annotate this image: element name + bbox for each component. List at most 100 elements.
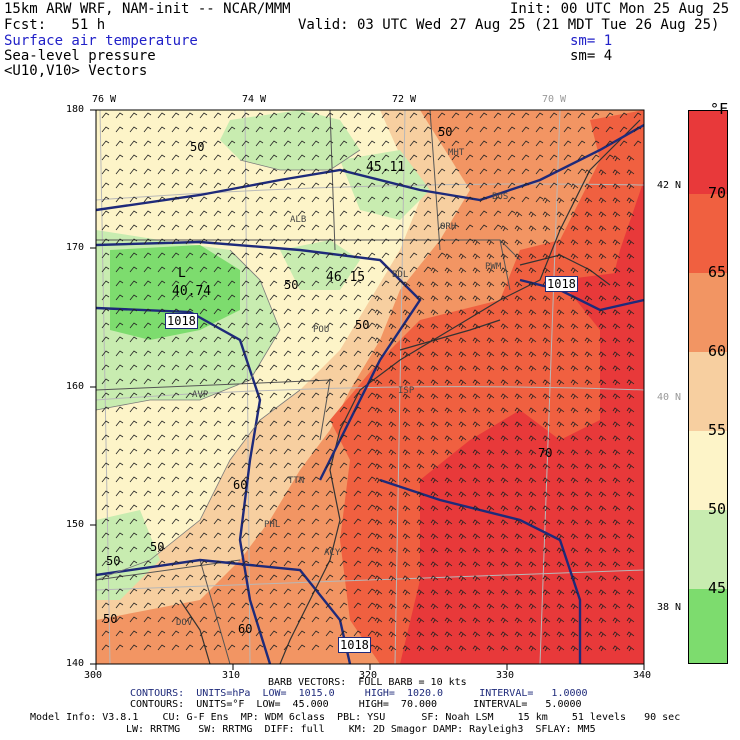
wind-barb <box>367 602 376 609</box>
wind-barb <box>542 267 551 274</box>
low-marker: L <box>178 266 186 281</box>
wind-barb <box>374 603 383 610</box>
wind-barb <box>472 323 481 330</box>
wind-barb <box>549 126 558 133</box>
wind-barb <box>227 644 236 651</box>
wind-barb <box>227 224 236 231</box>
wind-barb <box>115 532 124 539</box>
wind-barb <box>241 308 250 315</box>
wind-barb <box>325 490 334 497</box>
wind-barb <box>241 392 250 399</box>
wind-barb <box>311 644 320 651</box>
wind-barb <box>199 210 208 217</box>
wind-barb <box>367 574 376 581</box>
wind-barb <box>444 281 453 288</box>
wind-barb <box>430 617 439 624</box>
wind-barb <box>374 477 383 484</box>
wind-barb <box>472 337 481 344</box>
wind-barb <box>367 112 376 119</box>
wind-barb <box>465 238 474 245</box>
wind-barb <box>143 224 152 231</box>
wind-barb <box>514 309 523 316</box>
wind-barb <box>213 280 222 287</box>
wind-barb <box>283 364 292 371</box>
wind-barb <box>479 210 488 217</box>
wind-barb <box>199 518 208 525</box>
wind-barb <box>213 504 222 511</box>
wind-barb <box>374 589 383 596</box>
wind-barb <box>388 589 397 596</box>
wind-barb <box>514 519 523 526</box>
wind-barb <box>157 476 166 483</box>
wind-barb <box>311 322 320 329</box>
wind-barb <box>388 519 397 526</box>
wind-barb <box>556 365 565 372</box>
wind-barb <box>367 392 376 399</box>
wind-barb <box>598 351 607 358</box>
wind-barb <box>241 476 250 483</box>
wind-barb <box>542 519 551 526</box>
station-acy: ACY <box>324 548 341 558</box>
wind-barb <box>570 533 579 540</box>
wind-barb <box>297 434 306 441</box>
temp-contour-label: 70 <box>538 446 553 460</box>
wind-barb <box>528 561 537 568</box>
wind-barb <box>472 407 481 414</box>
wind-barb <box>514 463 523 470</box>
isobar-label: 1018 <box>338 637 371 653</box>
wind-barb <box>199 364 208 371</box>
wind-barb <box>115 420 124 427</box>
wind-barb <box>528 239 537 246</box>
wind-barb <box>213 140 222 147</box>
footer-model-physics: LW: RRTMG SW: RRTMG DIFF: full KM: 2D Sm… <box>126 724 596 735</box>
wind-barb <box>339 462 348 469</box>
wind-barb <box>535 112 544 119</box>
wind-barb <box>409 154 418 161</box>
wind-barb <box>598 561 607 568</box>
wind-barb <box>423 126 432 133</box>
wind-barb <box>283 532 292 539</box>
wind-barb <box>626 449 635 456</box>
wind-barb <box>171 462 180 469</box>
wind-barb <box>598 617 607 624</box>
wind-barb <box>129 406 138 413</box>
wind-barb <box>199 602 208 609</box>
wind-barb <box>269 616 278 623</box>
wind-barb <box>612 631 621 638</box>
wind-barb <box>227 532 236 539</box>
wind-barb <box>500 351 509 358</box>
wind-barb <box>465 126 474 133</box>
wind-barb <box>472 393 481 400</box>
wind-barb <box>472 267 481 274</box>
wind-barb <box>556 505 565 512</box>
wind-barb <box>465 140 474 147</box>
wind-barb <box>143 504 152 511</box>
wind-barb <box>395 168 404 175</box>
wind-barb <box>514 281 523 288</box>
wind-barb <box>598 183 607 190</box>
wind-barb <box>171 140 180 147</box>
wind-barb <box>311 112 320 119</box>
wind-barb <box>486 309 495 316</box>
wind-barb <box>311 196 320 203</box>
wind-barb <box>157 266 166 273</box>
wind-barb <box>388 351 397 358</box>
wind-barb <box>451 196 460 203</box>
wind-barb <box>101 392 110 399</box>
wind-barb <box>374 645 383 652</box>
wind-barb <box>472 575 481 582</box>
wind-barb <box>213 196 222 203</box>
wind-barb <box>584 407 593 414</box>
isobar-label: 1018 <box>545 276 578 292</box>
wind-barb <box>353 210 362 217</box>
wind-barb <box>521 112 530 119</box>
wind-barb <box>157 434 166 441</box>
wind-barb <box>241 350 250 357</box>
wind-barb <box>472 645 481 652</box>
wind-barb <box>444 547 453 554</box>
wind-barb <box>542 211 551 218</box>
wind-barb <box>542 421 551 428</box>
wind-barb <box>584 253 593 260</box>
wind-barb <box>311 266 320 273</box>
wind-barb <box>381 224 390 231</box>
